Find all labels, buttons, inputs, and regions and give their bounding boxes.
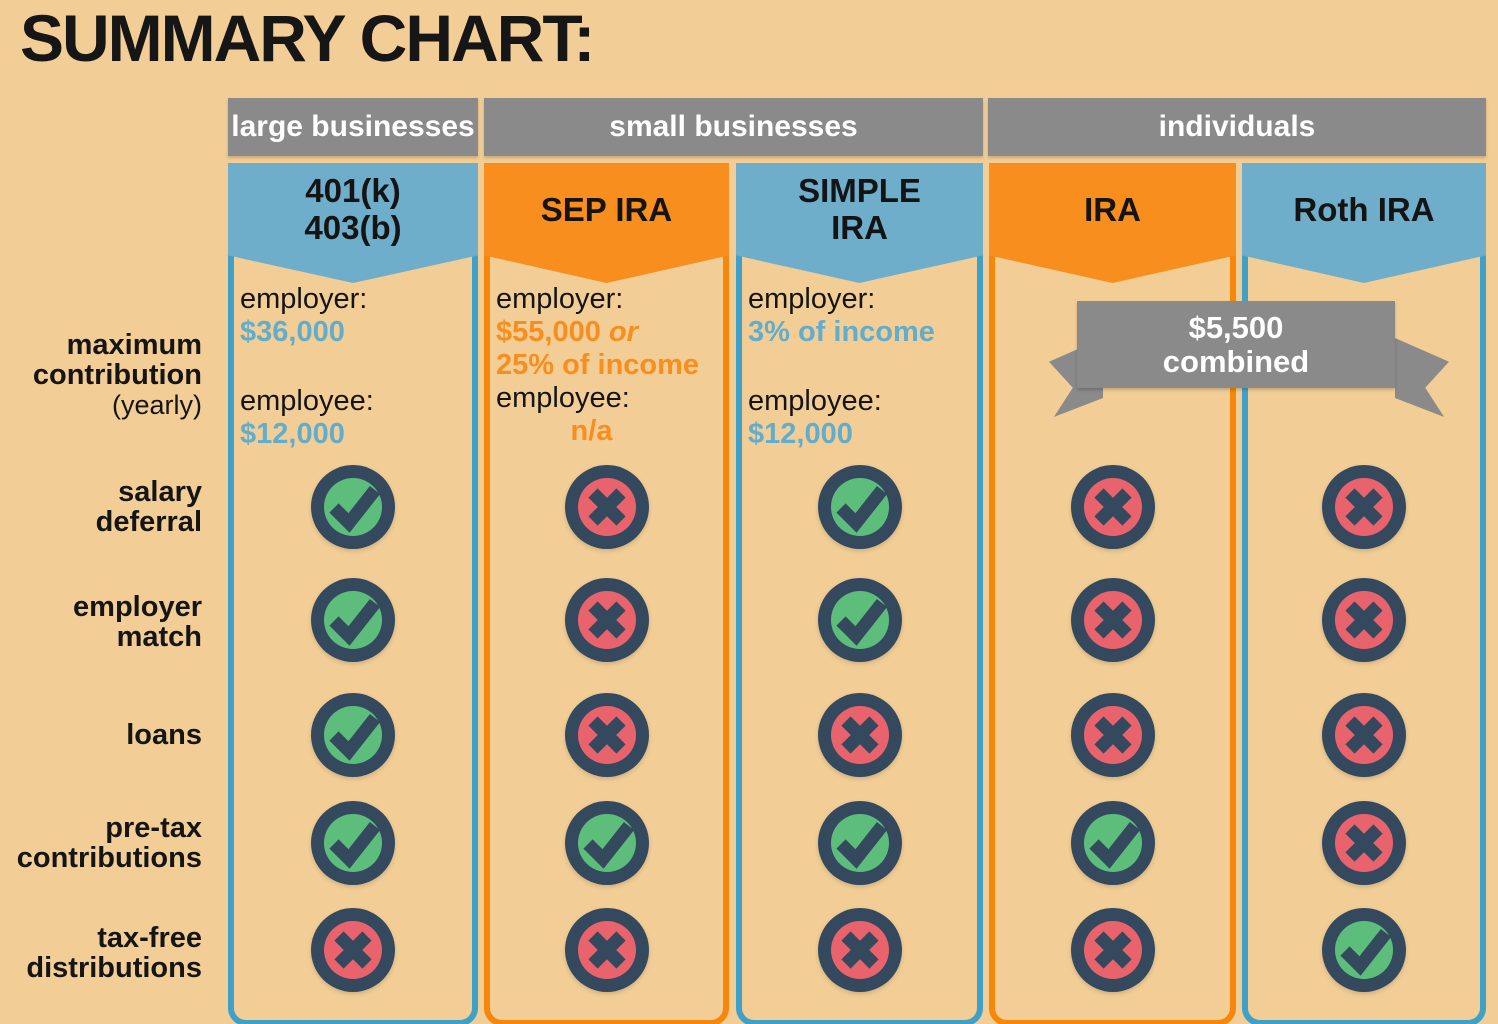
employee-value: $12,000 — [748, 418, 853, 450]
column-title: Roth IRA — [1293, 190, 1435, 228]
group-bar-label: small businesses — [609, 110, 858, 143]
cross-icon — [309, 906, 397, 994]
check-icon — [816, 576, 904, 664]
employer-value-line2: 25% of income — [496, 349, 700, 381]
check-icon — [309, 799, 397, 887]
employer-value: $55,000 or — [496, 316, 638, 348]
employer-label: employer: — [748, 283, 876, 315]
column-header-banner: SIMPLE IRA — [736, 163, 983, 283]
max-contribution-cell: employer: 3% of income employee: $12,000 — [748, 283, 977, 451]
cross-icon — [563, 463, 651, 551]
employee-label: employee: — [748, 385, 882, 417]
column-title: IRA — [1084, 190, 1141, 228]
check-icon — [816, 799, 904, 887]
column-header-banner: 401(k) 403(b) — [228, 163, 478, 283]
cross-icon — [1069, 576, 1157, 664]
page-title: SUMMARY CHART: — [20, 1, 595, 75]
row-label-max-contribution: maximum contribution (yearly) — [0, 330, 202, 420]
column-title: SIMPLE IRA — [798, 172, 921, 246]
column-title: 401(k) 403(b) — [304, 172, 402, 246]
group-bar-large-businesses: large businesses — [228, 98, 478, 156]
max-contribution-cell: employer: $36,000 employee: $12,000 — [240, 283, 472, 451]
group-bar-small-businesses: small businesses — [484, 98, 983, 156]
employee-label: employee: — [240, 385, 374, 417]
cross-icon — [1320, 799, 1408, 887]
employee-label: employee: — [496, 382, 630, 414]
cross-icon — [563, 576, 651, 664]
column-header-banner: Roth IRA — [1242, 163, 1486, 283]
group-bar-individuals: individuals — [988, 98, 1486, 156]
row-label-loans: loans — [126, 719, 202, 751]
cross-icon — [1320, 463, 1408, 551]
column-roth-ira: Roth IRA — [1242, 0, 1486, 1024]
column-header-banner: IRA — [989, 163, 1236, 283]
employer-label: employer: — [240, 283, 368, 315]
employer-value: 3% of income — [748, 316, 935, 348]
check-icon — [563, 799, 651, 887]
employee-value: $12,000 — [240, 418, 345, 450]
check-icon — [309, 463, 397, 551]
employee-value: n/a — [570, 415, 613, 447]
group-bar-label: individuals — [1158, 110, 1316, 143]
combined-contribution-ribbon: $5,500 combined — [1077, 301, 1395, 388]
cross-icon — [816, 906, 904, 994]
group-bar-label: large businesses — [231, 110, 475, 143]
employer-value: $36,000 — [240, 316, 345, 348]
cross-icon — [1320, 576, 1408, 664]
cross-icon — [563, 906, 651, 994]
row-label-pretax-contributions: pre-tax contributions — [16, 812, 202, 874]
ribbon-caption: combined — [1162, 343, 1310, 379]
ribbon-amount: $5,500 — [1188, 309, 1284, 345]
check-icon — [309, 576, 397, 664]
check-icon — [1069, 799, 1157, 887]
cross-icon — [1069, 463, 1157, 551]
cross-icon — [1069, 691, 1157, 779]
cross-icon — [1069, 906, 1157, 994]
column-401k-403b: 401(k) 403(b) employer: $36,000 employee… — [228, 0, 478, 1024]
cross-icon — [1320, 691, 1408, 779]
row-label-employer-match: employer match — [73, 591, 202, 653]
check-icon — [309, 691, 397, 779]
max-contribution-cell: employer: $55,000 or 25% of income emplo… — [496, 283, 723, 448]
cross-icon — [563, 691, 651, 779]
cross-icon — [816, 691, 904, 779]
column-title: SEP IRA — [540, 190, 673, 228]
check-icon — [1320, 906, 1408, 994]
row-label-salary-deferral: salary deferral — [95, 476, 202, 538]
column-simple-ira: SIMPLE IRA employer: 3% of income employ… — [736, 0, 983, 1024]
row-label-taxfree-distributions: tax-free distributions — [26, 922, 202, 984]
row-label-note: (yearly) — [111, 390, 202, 420]
column-ira: IRA — [989, 0, 1236, 1024]
column-sep-ira: SEP IRA employer: $55,000 or 25% of inco… — [484, 0, 729, 1024]
column-header-banner: SEP IRA — [484, 163, 729, 283]
employer-label: employer: — [496, 283, 624, 315]
check-icon — [816, 463, 904, 551]
